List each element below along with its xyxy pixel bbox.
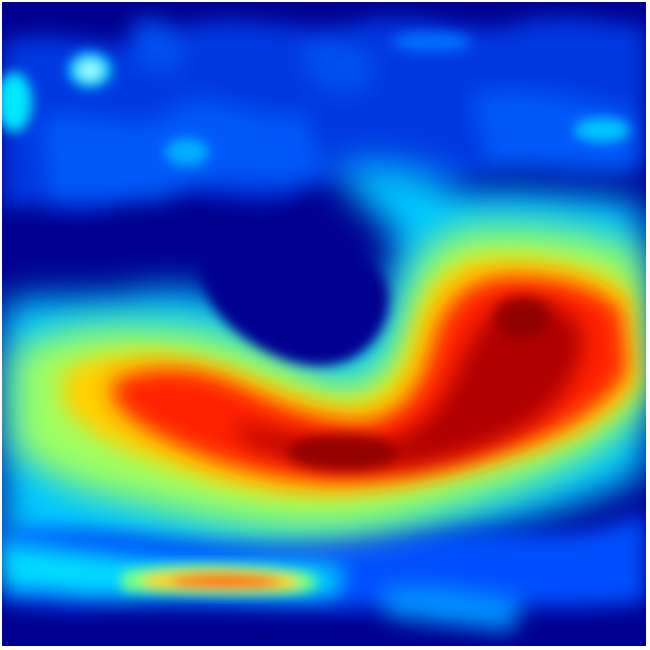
core-peak (287, 297, 550, 470)
upper-noise-region (2, 17, 646, 212)
core-layer (232, 300, 583, 468)
lower-streak (122, 564, 317, 595)
upper-spots (2, 32, 630, 166)
upper-hole (201, 237, 388, 366)
